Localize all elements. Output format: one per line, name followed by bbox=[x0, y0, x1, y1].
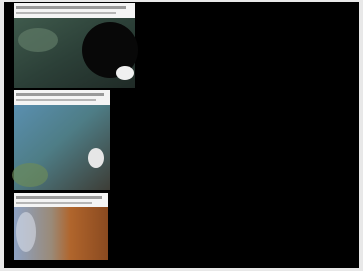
image-detail bbox=[88, 148, 104, 168]
caption-strip bbox=[14, 3, 135, 18]
image-detail bbox=[116, 66, 134, 80]
image-detail bbox=[18, 28, 58, 52]
image-detail bbox=[16, 212, 36, 252]
image-detail bbox=[12, 163, 48, 187]
screenshot bbox=[0, 0, 363, 271]
caption-strip bbox=[14, 193, 108, 207]
caption-text-blur bbox=[16, 6, 126, 9]
caption-text-blur bbox=[16, 196, 102, 199]
caption-text-blur bbox=[16, 99, 96, 101]
caption-strip bbox=[14, 90, 110, 105]
panel bbox=[12, 90, 110, 190]
caption-text-blur bbox=[16, 202, 92, 204]
panel bbox=[14, 193, 108, 260]
caption-text-blur bbox=[16, 93, 104, 96]
panel bbox=[14, 3, 138, 88]
caption-text-blur bbox=[16, 12, 116, 14]
